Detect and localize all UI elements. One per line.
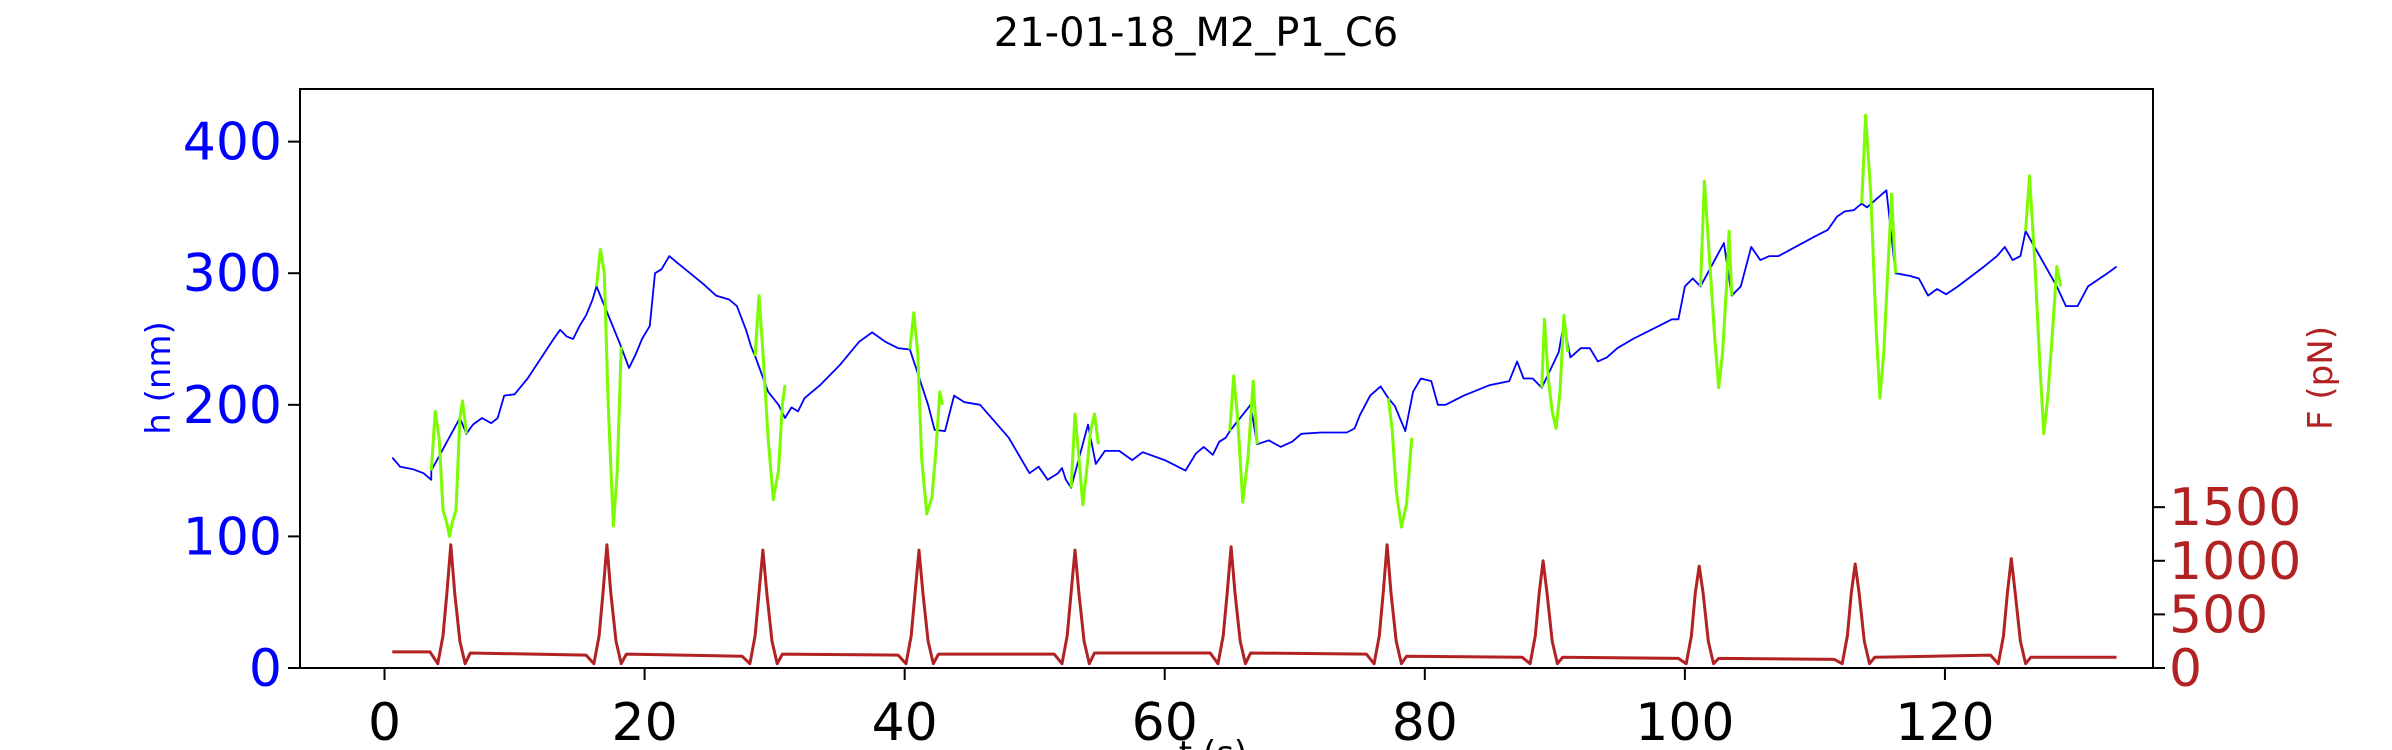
series-line-compression-10 (1860, 113, 1897, 400)
series-line-compression-1 (429, 399, 468, 538)
series-line-compression-7 (1386, 398, 1414, 529)
chart-title: 21-01-18_M2_P1_C6 (994, 10, 1398, 56)
y-left-tick-label: 0 (249, 639, 282, 699)
series-layer (391, 113, 2118, 666)
series-line-force-12 (392, 543, 2117, 666)
series-line-compression-8 (1540, 313, 1570, 430)
y-left-tick-label: 400 (183, 113, 282, 173)
y-axis-left-label: h (nm) (139, 321, 179, 435)
y-left-tick-label: 300 (183, 244, 282, 304)
series-line-compression-5 (1069, 412, 1100, 507)
series-line-compression-4 (908, 311, 944, 516)
y-axis-right-label: F (pN) (2301, 326, 2341, 430)
x-tick-label: 60 (1132, 693, 1198, 750)
x-tick-label: 120 (1895, 693, 1994, 750)
y-left-tick-label: 100 (183, 507, 282, 567)
x-axis: 0 20 40 60 80 100 120 (368, 668, 1995, 750)
plot-frame (299, 88, 2154, 669)
y-axis-left: 0 100 200 300 400 (183, 113, 300, 699)
series-line-compression-2 (595, 248, 623, 528)
y-right-tick-label: 1000 (2169, 532, 2301, 592)
x-axis-label: t (s) (1179, 734, 1247, 750)
y-left-tick-label: 200 (183, 376, 282, 436)
series-line-compression-3 (753, 294, 787, 502)
x-tick-label: 0 (368, 693, 401, 750)
y-right-tick-label: 1500 (2169, 478, 2301, 538)
x-tick-label: 100 (1635, 693, 1734, 750)
x-tick-label: 40 (872, 693, 938, 750)
y-right-tick-label: 500 (2169, 585, 2268, 645)
y-right-tick-label: 0 (2169, 639, 2202, 699)
series-line-baseline-0 (391, 189, 2118, 489)
x-tick-label: 20 (612, 693, 678, 750)
series-line-compression-9 (1699, 179, 1734, 390)
series-line-compression-6 (1228, 374, 1259, 504)
series-line-compression-11 (2024, 174, 2063, 436)
x-tick-label: 80 (1392, 693, 1458, 750)
